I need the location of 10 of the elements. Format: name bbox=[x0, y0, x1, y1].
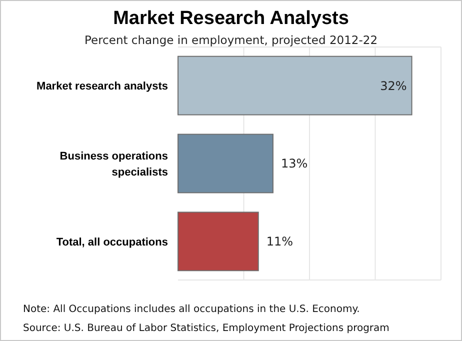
source-note: Source: U.S. Bureau of Labor Statistics, Employment Projections program bbox=[23, 323, 390, 334]
data-label: 11% bbox=[266, 234, 294, 249]
data-label: 13% bbox=[280, 156, 308, 171]
y-tick-label: Total, all occupations bbox=[56, 236, 168, 248]
y-tick-label: Business operations specialists bbox=[60, 150, 168, 178]
chart-title: Market Research Analysts bbox=[113, 8, 349, 29]
data-label: 32% bbox=[380, 78, 407, 93]
y-tick-label: Market research analysts bbox=[36, 80, 168, 92]
text: Note: All Occupations includes all occupations in the U.S. Economy. bbox=[23, 304, 360, 315]
chart-subtitle: Percent change in employment, projected 2012-22 bbox=[84, 33, 378, 47]
